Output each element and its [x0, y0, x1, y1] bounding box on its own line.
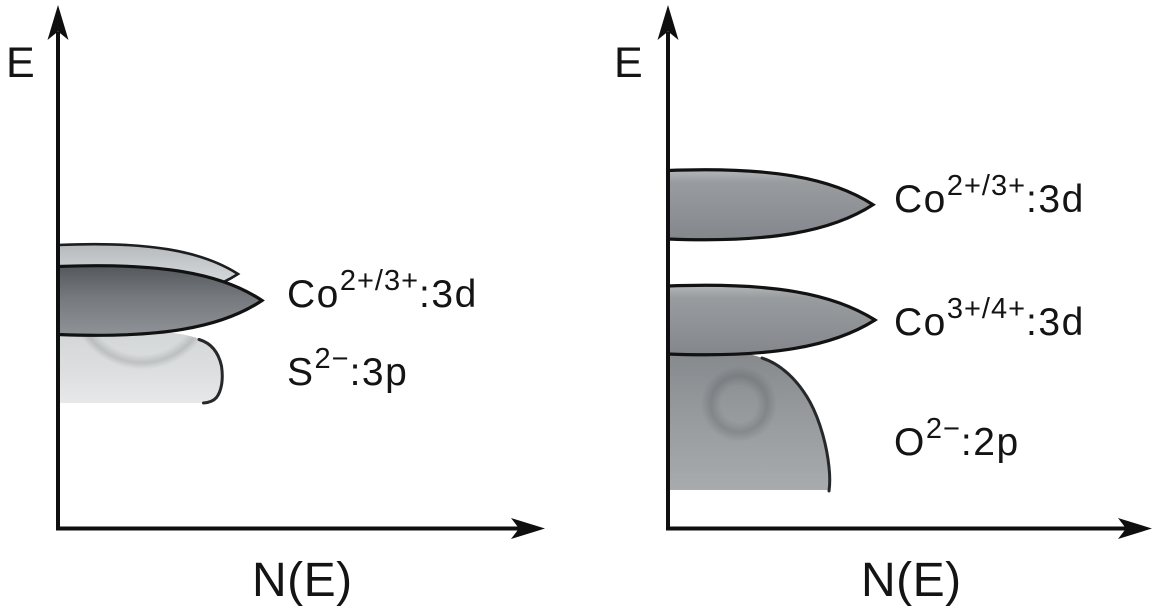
band-label-orbital: :2p [960, 421, 1020, 464]
right-dos-axis-label: N(E) [861, 554, 962, 606]
left-energy-axis-label: E [6, 39, 36, 87]
band-label-superscript: 2− [314, 343, 350, 375]
band-label-orbital: :3p [349, 351, 409, 394]
band-label-orbital: :3d [419, 273, 478, 316]
left-co-band-shape [56, 264, 265, 337]
left-dos-axis-arrowhead [511, 518, 545, 539]
left-energy-axis-arrowhead [47, 5, 69, 40]
right-co23-band-shape [666, 168, 876, 242]
right-o2p-band-outline [760, 356, 832, 493]
band-label-superscript: 2+/3+ [339, 265, 420, 297]
band-label-element: Co [894, 301, 947, 344]
right-o2p-band-ring [699, 364, 779, 444]
right-co34-band-label: Co3+/4+:3d [894, 293, 1085, 344]
right-o2p-band-label: O2−:2p [894, 413, 1020, 464]
band-label-superscript: 2− [925, 413, 961, 445]
right-energy-axis-label: E [614, 39, 644, 87]
left-dos-axis-label: N(E) [252, 554, 353, 606]
left-s3p-band-label: S2−:3p [287, 343, 409, 394]
left-s3p-band-outline [197, 338, 224, 405]
band-label-superscript: 3+/4+ [946, 293, 1027, 325]
right-dos-axis-arrowhead [1118, 518, 1152, 539]
band-label-orbital: :3d [1026, 301, 1085, 344]
band-label-element: Co [894, 178, 947, 221]
band-label-orbital: :3d [1026, 178, 1085, 221]
band-label-element: Co [287, 273, 340, 316]
band-label-element: O [894, 421, 926, 464]
right-energy-axis-arrowhead [657, 5, 679, 40]
right-co23-band-label: Co2+/3+:3d [894, 170, 1085, 221]
band-label-element: S [287, 351, 315, 394]
band-label-superscript: 2+/3+ [946, 170, 1027, 202]
right-co34-band-shape [666, 283, 878, 357]
left-co-band-label: Co2+/3+:3d [287, 265, 478, 316]
